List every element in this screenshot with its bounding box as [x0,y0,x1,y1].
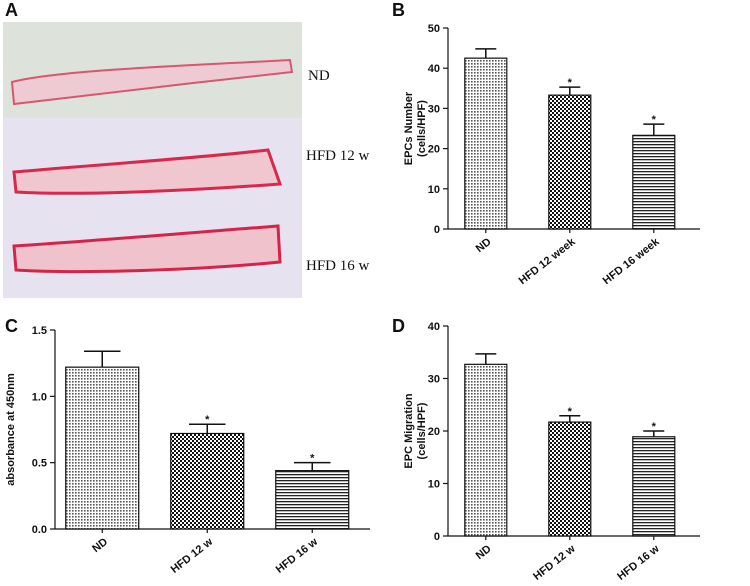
y-tick-label: 0 [434,224,440,236]
error-bar [294,461,331,471]
error-bar [643,123,665,136]
panel-label: A [5,0,18,20]
y-tick-label: 1.5 [32,325,47,337]
y-axis-label: (cells/HPF) [416,402,428,459]
x-tick-label: HFD 16 w [615,543,662,583]
vessel [12,224,282,274]
error-bar [559,415,581,423]
vessel [12,148,283,195]
bar [548,421,592,537]
significance-mark: * [568,406,573,418]
y-tick-label: 40 [428,321,440,333]
bar [464,363,508,537]
significance-mark: * [568,77,573,89]
x-tick-label: HFD 12 w [531,543,578,583]
panel-label: B [392,0,405,20]
panel-label: D [392,316,405,336]
bar [65,366,140,530]
y-axis-label: absorbance at 450nm [5,373,17,486]
y-tick-label: 10 [428,479,440,491]
bar [548,94,592,230]
error-bar [475,48,497,59]
error-bar [559,86,581,96]
x-tick-label: HFD 12 week [517,235,579,287]
y-tick-label: 30 [428,374,440,386]
error-bar [189,423,226,434]
y-tick-label: 0 [434,531,440,543]
y-axis-label: (cells/HPF) [416,100,428,157]
x-tick-label: ND [474,543,494,562]
y-tick-label: 0.5 [32,458,47,470]
significance-mark: * [652,114,657,126]
significance-mark: * [310,453,315,465]
y-tick-label: 0.0 [32,524,47,536]
x-tick-label: HFD 16 w [274,536,321,576]
y-tick-label: 30 [428,103,440,115]
error-bar [475,353,497,365]
y-axis-label: EPCs Number [403,91,415,165]
bar [464,57,508,230]
y-tick-label: 40 [428,63,440,75]
y-axis-label: EPC Migration [403,393,415,468]
photo-panel: A ND HFD 12 w HFD 16 w [3,0,370,298]
sample-label: HFD 16 w [306,258,370,274]
y-tick-label: 50 [428,23,440,35]
vessel [10,58,294,106]
panel-label: C [5,316,18,336]
bar [275,470,350,530]
y-tick-label: 20 [428,426,440,438]
bar [632,134,676,230]
error-bar [84,350,121,368]
significance-mark: * [205,414,210,426]
x-tick-label: ND [474,236,494,255]
x-tick-label: HFD 12 w [169,536,216,576]
x-tick-label: HFD 16 week [601,235,663,287]
sample-label: HFD 12 w [306,148,370,164]
bar [632,436,676,537]
y-tick-label: 10 [428,184,440,196]
error-bar [643,430,665,437]
x-tick-label: ND [90,536,110,555]
significance-mark: * [652,421,657,433]
y-tick-label: 1.0 [32,391,47,403]
sample-label: ND [308,68,330,84]
y-tick-label: 20 [428,144,440,156]
bar [170,432,245,530]
